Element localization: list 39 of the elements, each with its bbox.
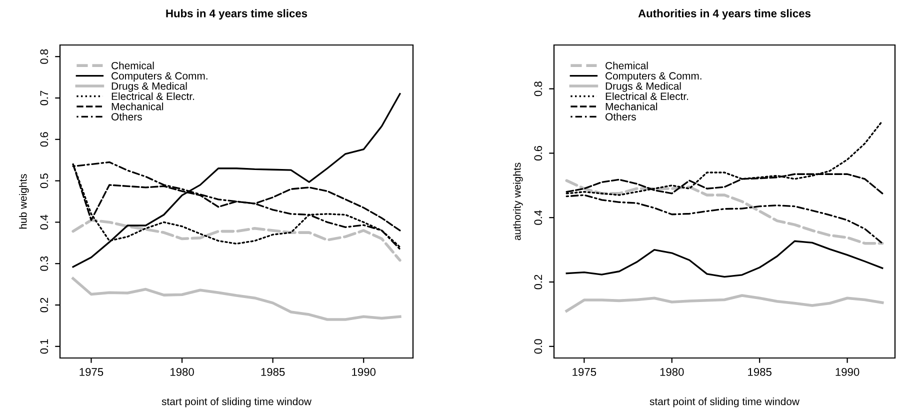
- x-tick-label: 1990: [352, 368, 376, 376]
- y-tick-label: 0.8: [40, 49, 48, 64]
- legend-label: Drugs & Medical: [606, 82, 681, 92]
- x-tick-label: 1985: [261, 368, 285, 376]
- y-tick-label: 0.4: [40, 214, 48, 230]
- y-axis-title: hub weights: [19, 174, 29, 229]
- y-axis-title: authority weights: [513, 162, 523, 240]
- x-tick-label: 1990: [836, 368, 860, 376]
- x-tick-label: 1975: [572, 368, 596, 376]
- y-tick-label: 0.3: [40, 256, 48, 271]
- y-tick-label: 0.6: [534, 146, 542, 160]
- legend-label: Mechanical: [606, 102, 658, 110]
- legend-label: Chemical: [606, 62, 648, 70]
- legend-label: Others: [112, 112, 142, 120]
- x-tick-label: 1975: [80, 368, 104, 376]
- chart-title: Hubs in 4 years time slices: [166, 9, 308, 20]
- legend-label: Electrical & Electr.: [606, 92, 688, 100]
- y-tick-label: 0.7: [40, 90, 48, 106]
- y-tick-label: 0.6: [40, 132, 48, 147]
- chart-title: Authorities in 4 years time slices: [638, 9, 811, 20]
- y-tick-label: 0.4: [534, 210, 542, 225]
- y-tick-label: 0.1: [40, 339, 48, 354]
- legend-label: Others: [606, 112, 636, 120]
- legend-label: Computers & Comm.: [606, 72, 702, 82]
- y-tick-label: 0.8: [534, 82, 542, 96]
- x-axis-title: start point of sliding time window: [162, 398, 312, 408]
- x-tick-label: 1980: [660, 368, 684, 376]
- y-tick-label: 0.2: [40, 298, 48, 312]
- x-axis-title: start point of sliding time window: [650, 398, 800, 408]
- legend-label: Electrical & Electr.: [112, 92, 194, 100]
- y-tick-label: 0.0: [534, 339, 542, 354]
- legend-label: Chemical: [112, 62, 154, 70]
- y-tick-label: 0.2: [534, 274, 542, 290]
- x-tick-label: 1980: [170, 368, 194, 376]
- legend-label: Mechanical: [112, 102, 164, 110]
- x-tick-label: 1985: [748, 368, 772, 376]
- legend-label: Computers & Comm.: [112, 72, 208, 82]
- y-tick-label: 0.5: [40, 174, 48, 188]
- legend-label: Drugs & Medical: [112, 82, 187, 92]
